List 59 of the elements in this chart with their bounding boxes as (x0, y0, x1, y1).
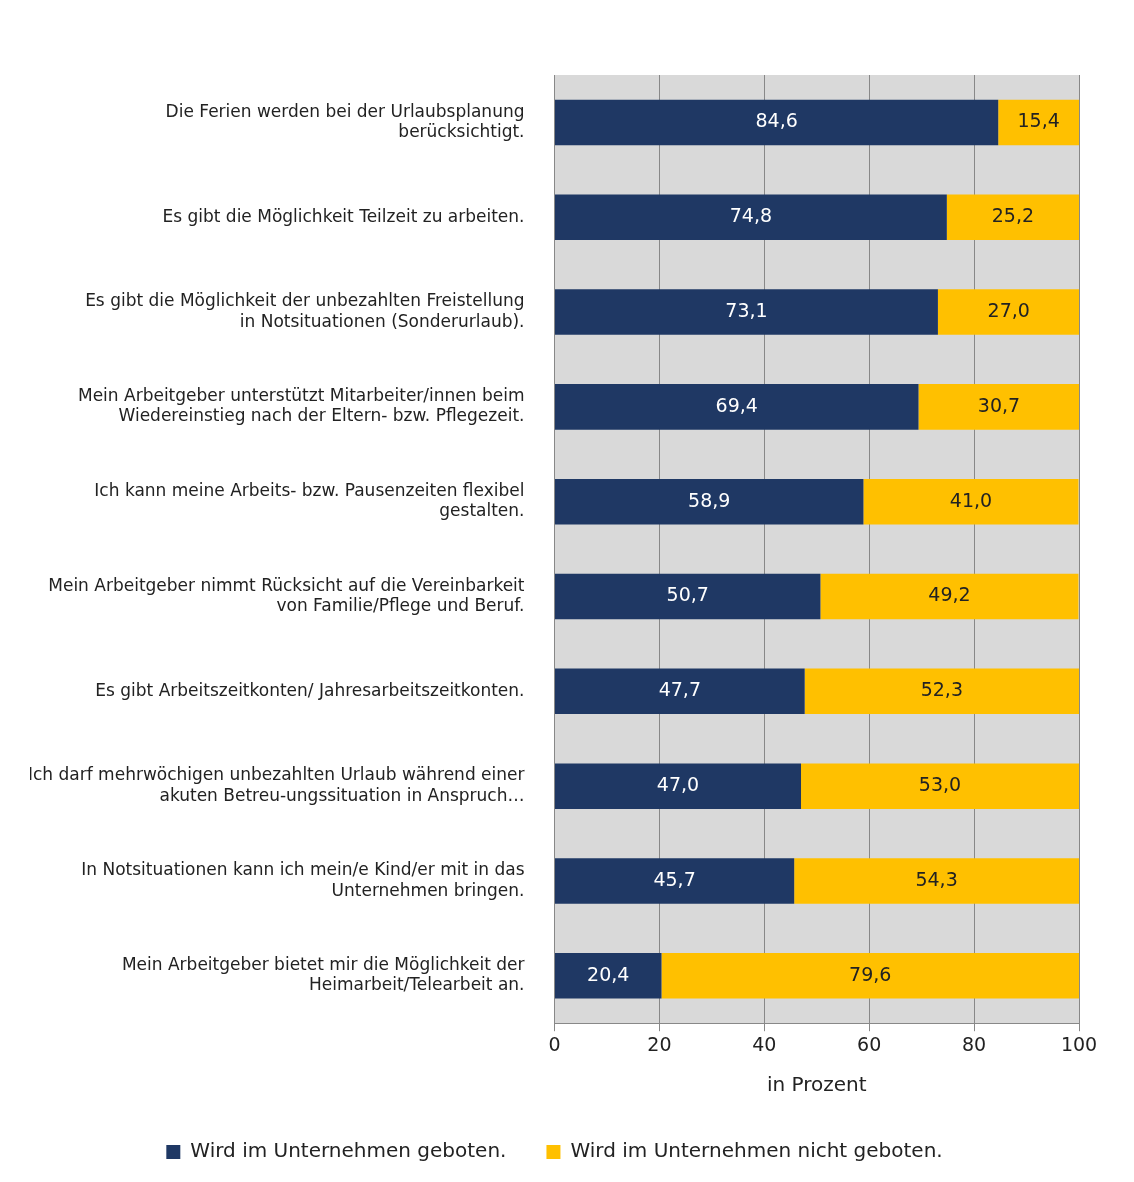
data-label: 58,9 (688, 488, 731, 511)
bar (937, 289, 1079, 335)
x-tick-label: 40 (752, 1032, 777, 1055)
data-label: 49,2 (928, 583, 971, 606)
legend-label: Wird im Unternehmen geboten. (190, 1138, 507, 1163)
bar (863, 478, 1079, 525)
bar (555, 194, 947, 240)
x-tick-label: 100 (1060, 1032, 1098, 1055)
data-label: 27,0 (987, 298, 1030, 321)
data-label: 79,6 (849, 962, 892, 985)
bar (555, 478, 864, 525)
bar (555, 99, 999, 146)
data-label: 20,4 (587, 962, 630, 985)
bar (555, 573, 821, 620)
x-tick-label: 80 (962, 1032, 987, 1055)
data-label: 50,7 (666, 583, 709, 606)
data-label: 73,1 (725, 298, 768, 321)
data-label: 84,6 (755, 109, 798, 132)
y-tick-label: Mein Arbeitgeber unterstützt Mitarbeiter/innen beim Wiedereinstieg nach der Eltern- bzw. Pflegezeit. (77, 385, 525, 426)
data-label: 74,8 (729, 204, 773, 227)
data-label: 25,2 (991, 204, 1035, 227)
y-tick-label: Es gibt die Möglichkeit der unbezahlten Freistellung in Notsituationen (Sonderurlaub). (85, 290, 525, 331)
bar (555, 858, 795, 904)
data-label: 52,3 (920, 678, 963, 701)
data-label: 53,0 (918, 773, 962, 796)
data-label: 54,3 (915, 867, 958, 890)
bar (555, 289, 938, 335)
bar (555, 763, 802, 809)
data-label: 69,4 (715, 393, 758, 416)
x-tick-label: 0 (548, 1032, 561, 1055)
y-tick-label: Mein Arbeitgeber bietet mir die Möglichkeit der Heimarbeit/Telearbeit an. (121, 954, 525, 995)
data-label: 45,7 (653, 867, 696, 890)
bar (794, 858, 1079, 904)
bar (918, 384, 1079, 430)
bar (555, 384, 919, 430)
data-label: 47,0 (656, 773, 700, 796)
y-tick-label: Die Ferien werden bei der Urlaubsplanung berücksichtigt. (165, 100, 525, 142)
bar (555, 668, 805, 715)
data-label: 47,7 (658, 678, 701, 701)
bar (804, 668, 1079, 715)
y-tick-label: Mein Arbeitgeber nimmt Rücksicht auf die Vereinbarkeit von Familie/Pflege und Beruf. (48, 574, 525, 616)
bar (998, 99, 1079, 146)
x-axis-title: in Prozent (766, 1072, 867, 1097)
x-tick-label: 60 (857, 1032, 882, 1055)
bar (820, 573, 1079, 620)
y-tick-label: Es gibt die Möglichkeit Teilzeit zu arbeiten. (162, 205, 525, 226)
x-tick-label: 20 (647, 1032, 672, 1055)
y-tick-label: In Notsituationen kann ich mein/e Kind/er mit in das Unternehmen bringen. (81, 859, 525, 900)
bar (661, 953, 1079, 999)
y-tick-label: Es gibt Arbeitszeitkonten/ Jahresarbeitszeitkonten. (95, 679, 525, 700)
bar (801, 763, 1079, 809)
y-tick-label: Ich darf mehrwöchigen unbezahlten Urlaub während einer akuten Betreu-ungssituation in Anspruch… (27, 764, 525, 805)
data-label: 15,4 (1017, 109, 1060, 132)
legend-label: Wird im Unternehmen nicht geboten. (570, 1138, 943, 1163)
data-label: 30,7 (977, 393, 1021, 416)
data-label: 41,0 (949, 488, 993, 511)
bar (946, 194, 1079, 240)
y-tick-label: Ich kann meine Arbeits- bzw. Pausenzeiten flexibel gestalten. (94, 479, 525, 521)
bar (555, 953, 662, 999)
